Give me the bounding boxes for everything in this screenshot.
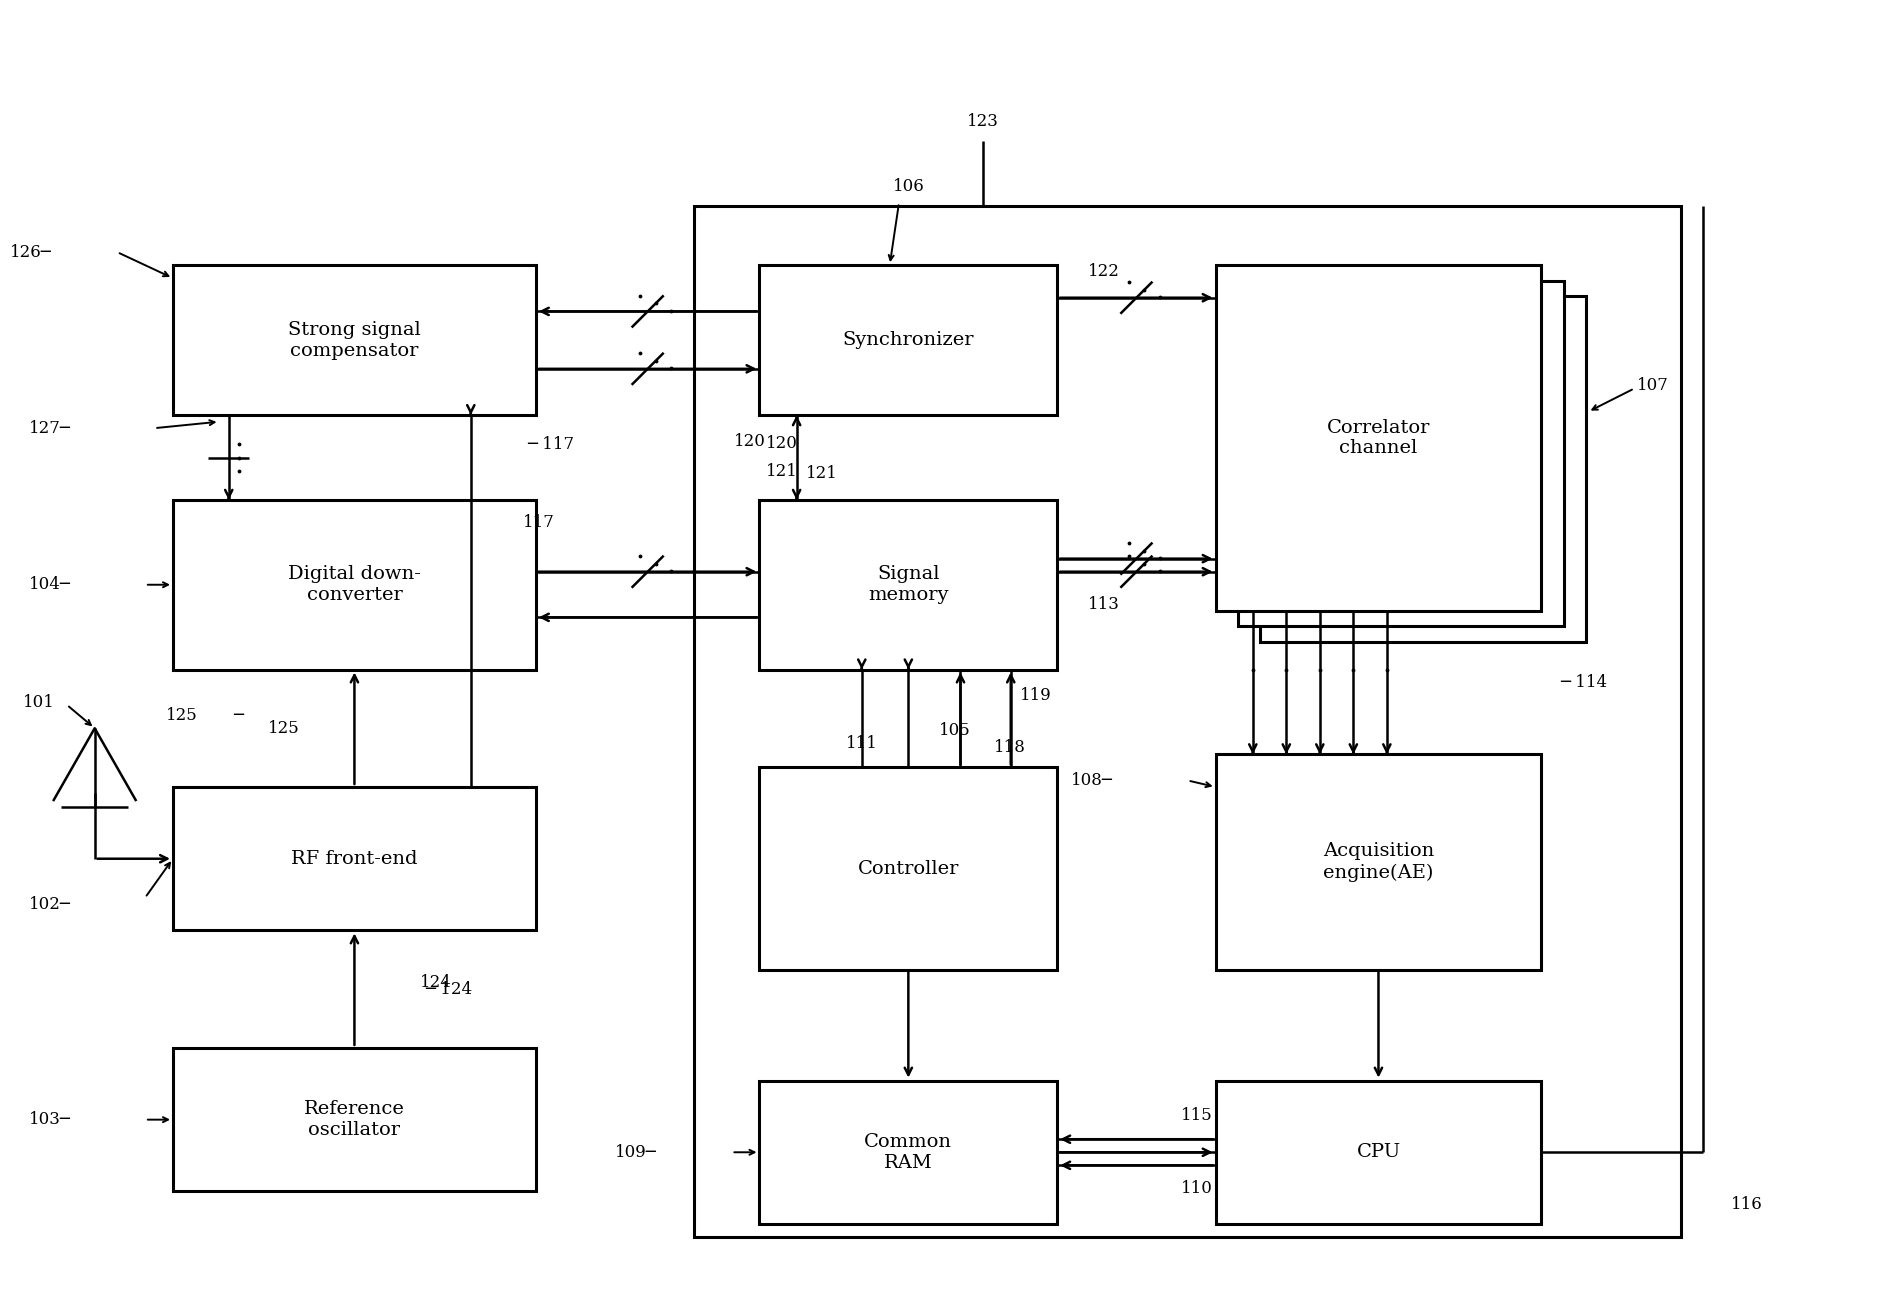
Text: 113: 113 (1088, 596, 1118, 613)
Bar (172, 1048, 536, 1191)
Bar (172, 265, 536, 415)
Text: 119: 119 (1020, 687, 1052, 704)
Text: 111: 111 (846, 735, 876, 752)
Bar (693, 206, 1679, 1237)
Text: 101: 101 (23, 693, 55, 710)
Text: 102─: 102─ (28, 895, 70, 913)
Text: 107: 107 (1636, 377, 1668, 394)
Text: CPU: CPU (1356, 1144, 1400, 1161)
Text: 126─: 126─ (9, 243, 51, 260)
Text: 118: 118 (994, 739, 1026, 756)
Text: 117: 117 (523, 515, 555, 532)
Text: 120: 120 (733, 433, 765, 450)
Text: 127─: 127─ (28, 420, 70, 437)
Bar (1237, 281, 1562, 626)
Text: 109─: 109─ (616, 1144, 657, 1161)
Bar (172, 500, 536, 670)
Text: ─: ─ (232, 706, 244, 723)
Text: 108─: 108─ (1071, 772, 1113, 789)
Text: Reference
oscillator: Reference oscillator (304, 1100, 404, 1140)
Bar (759, 767, 1056, 969)
Text: RF front-end: RF front-end (291, 850, 417, 868)
Text: 103─: 103─ (28, 1111, 70, 1128)
Text: Controller: Controller (858, 860, 958, 877)
Text: Common
RAM: Common RAM (863, 1133, 952, 1171)
Text: Acquisition
engine(AE): Acquisition engine(AE) (1322, 843, 1434, 881)
Text: 124: 124 (419, 974, 451, 991)
Bar (172, 786, 536, 931)
Text: 122: 122 (1088, 263, 1118, 280)
Text: 120: 120 (765, 436, 797, 453)
Bar (759, 1081, 1056, 1224)
Text: Signal
memory: Signal memory (867, 566, 948, 604)
Bar (1215, 1081, 1541, 1224)
Bar (1215, 265, 1541, 611)
Text: 123: 123 (967, 113, 997, 130)
Text: 104─: 104─ (28, 576, 70, 593)
Text: Strong signal
compensator: Strong signal compensator (287, 320, 421, 360)
Bar (1260, 297, 1585, 642)
Text: ─ 124: ─ 124 (425, 981, 472, 998)
Text: Digital down-
converter: Digital down- converter (287, 566, 421, 604)
Text: 115: 115 (1181, 1107, 1213, 1124)
Text: 121: 121 (805, 465, 837, 482)
Text: Synchronizer: Synchronizer (842, 331, 973, 349)
Text: 121: 121 (765, 462, 797, 479)
Text: 125: 125 (268, 720, 298, 737)
Bar (1215, 755, 1541, 969)
Text: 125: 125 (166, 706, 198, 723)
Bar (759, 500, 1056, 670)
Text: 116: 116 (1730, 1196, 1762, 1213)
Text: ─ 114: ─ 114 (1558, 674, 1606, 691)
Text: 106: 106 (892, 179, 924, 196)
Bar (759, 265, 1056, 415)
Text: Correlator
channel: Correlator channel (1326, 419, 1430, 457)
Text: ─ 117: ─ 117 (527, 436, 574, 453)
Text: 110: 110 (1181, 1180, 1213, 1197)
Text: 105: 105 (939, 722, 971, 739)
